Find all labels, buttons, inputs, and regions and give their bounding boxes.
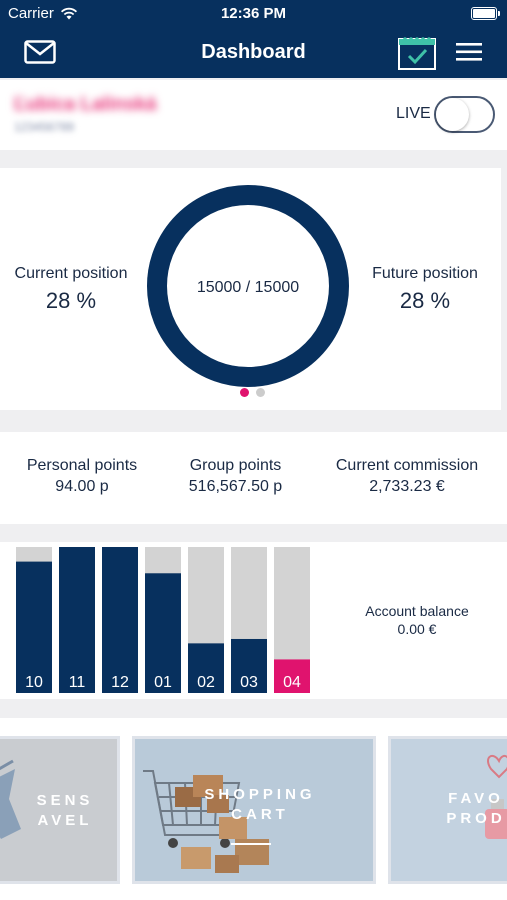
bar-chart-svg: 10 11 12 01 02 03 04 [16,547,310,693]
page-indicator[interactable] [240,388,265,397]
bar-label-03: 03 [240,674,258,691]
favorite-products-image [485,754,507,839]
account-balance-value: 0.00 € [397,621,437,637]
bar-12[interactable] [102,547,138,693]
points-progress-ring [147,185,349,387]
bar-label-02: 02 [197,674,215,691]
calendar-check-icon[interactable] [398,37,436,70]
live-label: LIVE [396,105,431,122]
page-dot[interactable] [256,388,265,397]
bar-label-01: 01 [154,674,172,691]
bar-label-12: 12 [111,674,129,691]
promo-tile-label: FAVO PROD [446,790,506,827]
bar-10[interactable] [16,561,52,693]
bar-04[interactable] [274,659,310,693]
future-position-label: Future position [372,265,478,282]
bar-label-11: 11 [69,674,86,691]
current-position-value: 28 % [45,288,97,313]
page-dot[interactable] [240,388,249,397]
live-toggle[interactable] [434,96,495,133]
bar-03[interactable] [231,638,267,693]
group-points-label: Group points [189,457,282,474]
promo-tile-label: SHOPPING CART [204,786,316,823]
points-summary: Personal points 94.00 p Group points 516… [0,432,507,524]
current-commission-value: 2,733.23 € [369,478,445,495]
account-balance-label: Account balance [365,603,469,619]
menu-icon[interactable] [456,42,482,62]
future-position-value: 28 % [399,288,451,313]
current-position-label: Current position [14,265,128,282]
promo-tile-label: SENS AVEL [36,792,94,829]
carrier-label: Carrier [8,5,54,22]
personal-points-label: Personal points [26,457,138,474]
account-balance: Account balance 0.00 € [352,602,482,638]
user-section: Ľubica Lalinská 123456789 LIVE [0,80,507,150]
shopping-cart-image [143,770,271,873]
promo-carousel[interactable]: SENS AVEL SHOPPING CART [0,718,507,900]
nav-bar: Dashboard [0,28,507,78]
travel-image [0,759,21,839]
user-name: Ľubica Lalinská [14,94,157,115]
bar-label-10: 10 [25,674,43,691]
promo-tile-favorite-products[interactable]: FAVO PROD [388,736,507,884]
bar-label-04: 04 [283,674,301,691]
mail-icon[interactable] [24,40,56,64]
personal-points-value: 94.00 p [55,478,109,495]
battery-icon [471,7,500,20]
monthly-bar-chart[interactable]: 10 11 12 01 02 03 04 Account balance 0.00 € [0,542,507,699]
bar-02[interactable] [188,643,224,693]
progress-text: 15000 / 15000 [196,279,300,296]
bar-11[interactable] [59,547,95,693]
carrier-info: Carrier [8,5,78,22]
group-points-value: 516,567.50 p [188,478,283,495]
current-commission: Current commission 2,733.23 € [318,457,496,496]
user-id: 123456789 [14,120,75,134]
status-bar: Carrier 12:36 PM [0,0,507,28]
promo-tile-travel[interactable]: SENS AVEL [0,736,120,884]
wifi-icon [60,7,77,20]
group-points: Group points 516,567.50 p [163,457,308,496]
promo-tile-shopping-cart[interactable]: SHOPPING CART [132,736,376,884]
bar-01[interactable] [145,573,181,693]
current-commission-label: Current commission [335,457,479,474]
status-time: 12:36 PM [220,5,287,22]
position-card[interactable]: Current position 28 % 15000 / 15000 Futu… [0,168,501,410]
toggle-knob [436,98,469,131]
page-title: Dashboard [201,41,306,63]
personal-points: Personal points 94.00 p [8,457,156,496]
